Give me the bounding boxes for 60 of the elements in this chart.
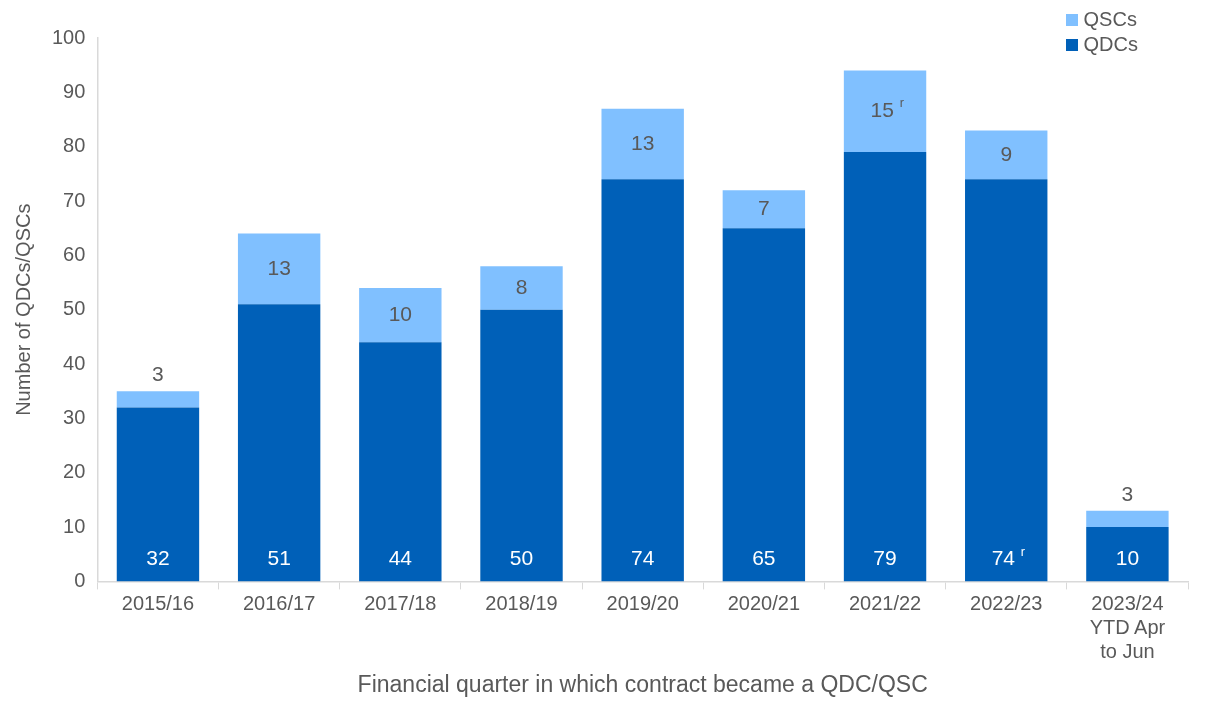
data-label: 13: [631, 130, 655, 154]
bar: [965, 130, 1048, 180]
x-tick-label: 2015/16: [121, 591, 195, 614]
x-tick-label: 2017/18: [364, 591, 437, 614]
data-label: 8: [515, 274, 528, 298]
y-tick-label: 100: [51, 25, 86, 48]
bar: [601, 108, 684, 180]
bar: [237, 233, 321, 305]
bar: [965, 179, 1048, 582]
legend-label: QDCs: [1083, 33, 1138, 56]
data-label: 3: [152, 362, 164, 386]
x-axis-title: Financial quarter in which contract became a QDC/QSC: [357, 670, 928, 697]
bar: [843, 70, 927, 153]
y-tick-label: 90: [63, 79, 86, 102]
legend-label: QSCs: [1083, 8, 1137, 31]
bar: [843, 152, 927, 582]
bar: [1086, 527, 1169, 582]
x-tick-label: 2016/17: [242, 591, 316, 614]
data-label: 15 r: [870, 96, 904, 122]
y-tick-label: 0: [74, 568, 86, 591]
x-tick-label: 2020/21: [727, 591, 801, 614]
y-tick-label: 80: [63, 134, 86, 157]
y-tick-label: 20: [63, 460, 86, 483]
bar: [359, 342, 442, 582]
bar: [722, 228, 806, 582]
y-axis-title: Number of QDCs/QSCs: [11, 203, 34, 416]
bar: [237, 304, 321, 582]
data-label: 44: [388, 546, 413, 570]
y-tick-label: 60: [63, 242, 86, 265]
data-label: 13: [267, 255, 291, 279]
bar: [722, 190, 806, 229]
data-label: 10: [388, 301, 412, 325]
data-label: 74: [631, 546, 655, 570]
x-tick-label: 2021/22: [848, 591, 922, 614]
x-tick-label: 2018/19: [485, 591, 558, 614]
bar: [601, 179, 684, 582]
data-label: 51: [267, 546, 291, 570]
data-label: 74 r: [991, 544, 1026, 570]
x-tick-label: 2022/23: [970, 591, 1043, 614]
y-tick-label: 40: [63, 351, 86, 374]
bar: [1086, 510, 1169, 528]
data-label: 9: [1000, 141, 1013, 165]
bar: [359, 287, 442, 343]
x-tick-label: 2023/24 YTD Apr to Jun: [1089, 591, 1166, 662]
y-tick-label: 70: [63, 188, 86, 211]
bar: [480, 266, 563, 310]
y-tick-label: 50: [63, 297, 86, 320]
bar: [116, 391, 200, 408]
data-label: 79: [873, 546, 897, 570]
bar: [116, 407, 200, 582]
data-label: 50: [509, 546, 534, 570]
data-label: 3: [1121, 481, 1134, 505]
data-label: 10: [1115, 546, 1140, 570]
data-label: 65: [752, 546, 776, 570]
x-tick-label: 2019/20: [606, 591, 679, 614]
data-label: 7: [758, 195, 770, 219]
data-label: 32: [146, 546, 170, 570]
y-tick-label: 10: [63, 514, 86, 537]
bar: [480, 309, 563, 582]
y-tick-label: 30: [63, 405, 86, 428]
